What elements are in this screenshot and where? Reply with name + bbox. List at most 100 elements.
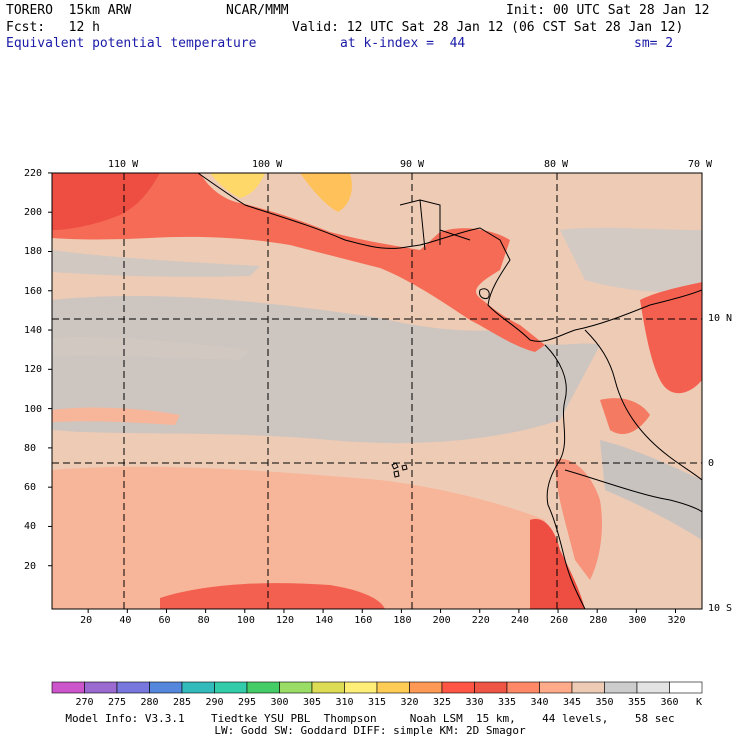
smoothing-info: sm= 2	[634, 36, 674, 51]
x-tick-label: 20	[80, 615, 93, 626]
colorbar-label: 315	[368, 697, 387, 708]
warm-northwest-core	[52, 173, 160, 230]
salmon-south	[52, 466, 545, 609]
colorbar-swatch	[669, 681, 703, 694]
x-tick-label: 260	[550, 615, 569, 626]
grey-band-andes	[600, 440, 702, 540]
y-tick-label: 40	[24, 521, 37, 533]
coastline-south	[544, 344, 586, 609]
x-tick-label: 160	[354, 615, 373, 626]
y-tick-label: 120	[24, 364, 43, 376]
colorbar-label: 285	[173, 697, 192, 708]
map-frame	[51, 172, 703, 610]
colorbar-label: 300	[270, 697, 289, 708]
colorbar-swatch	[636, 681, 670, 694]
colorbar-swatch	[181, 681, 215, 694]
colorbar-swatch	[149, 681, 183, 694]
hot-spot-2	[300, 173, 352, 212]
physics-info: LW: Godd SW: Goddard DIFF: simple KM: 2D…	[214, 724, 526, 737]
x-tick-label: 80	[197, 615, 210, 626]
map-field	[52, 173, 702, 609]
grey-band-north	[52, 250, 260, 277]
colorbar-label: 305	[303, 697, 322, 708]
colorbar-swatch	[441, 681, 475, 694]
y-tick-label: 100	[24, 403, 43, 415]
colorbar-swatch	[376, 681, 410, 694]
colorbar-label: 270	[75, 697, 94, 708]
border-central-america	[399, 199, 471, 251]
lat-label-10s: 10 S	[708, 603, 733, 614]
x-tick-label: 60	[158, 615, 171, 626]
y-tick-label: 20	[24, 560, 37, 572]
colorbar-label: 330	[465, 697, 484, 708]
level-info: at k-index = 44	[340, 36, 466, 51]
forecast-hour: Fcst: 12 h	[6, 20, 100, 35]
colorbar-label: 310	[335, 697, 354, 708]
warm-colombia	[640, 282, 702, 394]
warm-south-patch	[160, 583, 385, 609]
colorbar-label: 360	[660, 697, 679, 708]
lon-label-80w: 80 W	[544, 159, 569, 170]
colorbar-unit: K	[696, 697, 703, 708]
colorbar-swatch	[84, 681, 118, 694]
y-tick-label: 220	[24, 167, 43, 179]
y-tick-label: 200	[24, 207, 43, 219]
colorbar-swatch	[506, 681, 540, 694]
colorbar-label: 275	[108, 697, 127, 708]
x-tick-label: 280	[589, 615, 608, 626]
colorbar-label: 335	[498, 697, 517, 708]
colorbar-label: 340	[530, 697, 549, 708]
center-name: NCAR/MMM	[226, 3, 289, 18]
axis-ticks	[48, 172, 677, 613]
x-tick-label: 180	[393, 615, 412, 626]
y-tick-label: 160	[24, 285, 43, 297]
warm-north	[52, 173, 545, 352]
lat-label-0: 0	[708, 458, 715, 469]
colorbar-label: 345	[563, 697, 582, 708]
init-time: Init: 00 UTC Sat 28 Jan 12	[506, 3, 710, 18]
y-tick-label: 180	[24, 246, 43, 258]
x-tick-label: 220	[471, 615, 490, 626]
model-info: Model Info: V3.3.1 Tiedtke YSU PBL Thomp…	[65, 712, 675, 725]
field-title: Equivalent potential temperature	[6, 36, 257, 51]
model-name: TORERO 15km ARW	[6, 3, 132, 18]
colorbar-swatch	[279, 681, 313, 694]
border-peru	[564, 469, 702, 513]
border-colombia	[584, 329, 702, 481]
y-tick-label: 80	[24, 442, 37, 454]
x-tick-label: 100	[236, 615, 255, 626]
warm-peru-inland	[555, 459, 602, 580]
lon-label-110w: 110 W	[108, 159, 139, 170]
lake-nicaragua	[479, 288, 490, 299]
x-tick-label: 320	[667, 615, 686, 626]
grey-band-mid	[52, 337, 250, 360]
colorbar-label: 350	[595, 697, 614, 708]
x-tick-label: 140	[315, 615, 334, 626]
y-tick-label: 60	[24, 482, 37, 494]
colorbar	[51, 681, 703, 694]
colorbar-swatch	[571, 681, 605, 694]
colorbar-swatch	[604, 681, 638, 694]
colorbar-swatch	[214, 681, 248, 694]
x-tick-label: 120	[275, 615, 294, 626]
lon-label-100w: 100 W	[252, 159, 283, 170]
valid-time: Valid: 12 UTC Sat 28 Jan 12 (06 CST Sat …	[292, 20, 684, 35]
coastline-north	[197, 173, 702, 342]
colorbar-label: 320	[400, 697, 419, 708]
colorbar-label: 290	[205, 697, 224, 708]
x-tick-label: 40	[119, 615, 132, 626]
hot-spot-1	[210, 173, 265, 198]
x-tick-label: 240	[510, 615, 529, 626]
colorbar-swatch	[311, 681, 345, 694]
colorbar-swatch	[474, 681, 508, 694]
colorbar-label: 325	[433, 697, 452, 708]
lat-label-10n: 10 N	[708, 313, 733, 324]
colorbar-swatch	[246, 681, 280, 694]
y-tick-label: 140	[24, 325, 43, 337]
salmon-strip	[52, 407, 180, 425]
x-tick-label: 300	[628, 615, 647, 626]
grey-band-central	[52, 296, 600, 444]
x-tick-label: 200	[432, 615, 451, 626]
lon-label-70w: 70 W	[688, 159, 713, 170]
